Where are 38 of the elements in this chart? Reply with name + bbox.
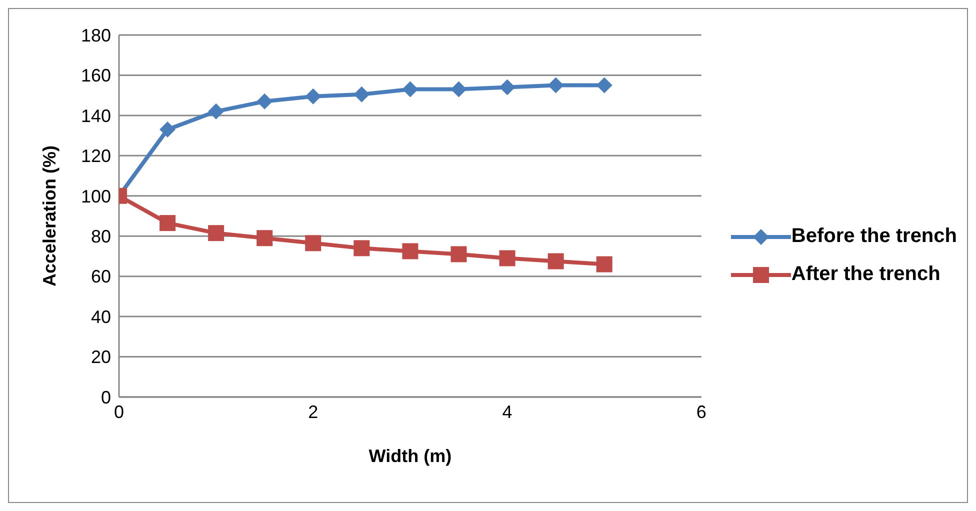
legend-label: After the trench	[791, 263, 940, 286]
y-tick-label: 20	[90, 347, 111, 368]
y-axis-title: Acceleration (%)	[39, 145, 60, 287]
y-tick-label: 0	[100, 387, 111, 408]
point	[160, 122, 176, 138]
point	[160, 215, 176, 232]
point	[305, 235, 322, 252]
x-tick-label: 4	[502, 402, 512, 422]
y-tick-label: 60	[90, 266, 111, 287]
x-axis-title: Width (m)	[368, 446, 452, 466]
point	[354, 86, 370, 102]
point	[402, 243, 418, 260]
y-tick-label: 100	[80, 186, 111, 206]
y-tick-label: 120	[80, 146, 111, 166]
point	[402, 81, 418, 98]
y-tick-label: 40	[90, 306, 111, 327]
point	[499, 79, 516, 96]
y-tick-label: 180	[80, 25, 111, 46]
y-tick-label: 140	[80, 106, 111, 126]
point	[208, 103, 224, 120]
x-tick-label: 2	[308, 402, 318, 422]
y-tick-label: 160	[80, 66, 111, 86]
point	[256, 93, 273, 110]
point	[499, 250, 516, 266]
point	[450, 246, 467, 262]
x-tick-label: 0	[114, 402, 124, 422]
y-tick-label: 80	[90, 226, 111, 246]
point	[596, 77, 612, 94]
point	[450, 81, 467, 98]
point	[208, 225, 224, 242]
point	[354, 240, 370, 256]
point	[548, 77, 564, 94]
point	[256, 230, 273, 246]
legend-label: Before the trench	[791, 225, 957, 248]
x-tick-label: 6	[696, 402, 706, 422]
point	[305, 88, 322, 104]
point	[596, 256, 612, 272]
point	[548, 253, 564, 270]
